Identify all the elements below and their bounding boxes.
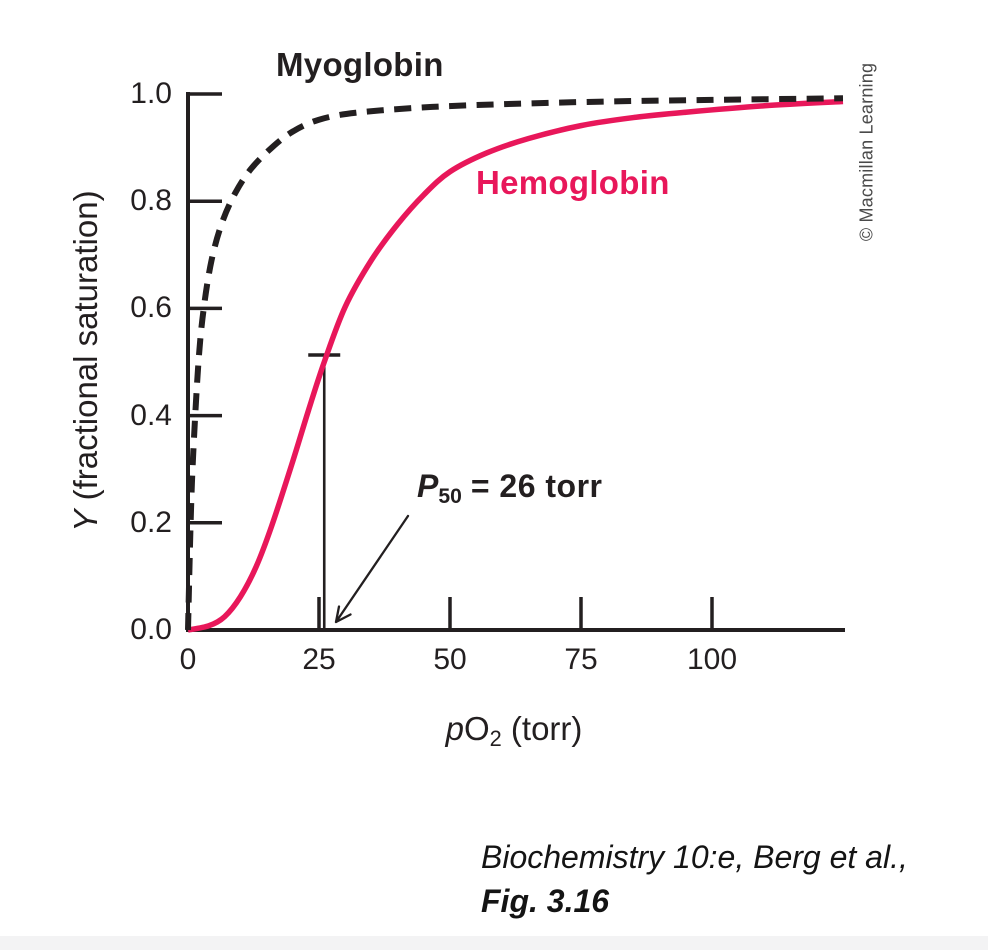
x-tick-label: 75: [564, 643, 598, 676]
p50-value: = 26 torr: [470, 468, 603, 504]
y-tick-label: 0.2: [130, 505, 172, 539]
hemoglobin-curve: [187, 98, 844, 633]
myoglobin-curve-label: Myoglobin: [276, 46, 444, 83]
y-tick-label: 0.8: [130, 184, 172, 218]
x-axis-label-p: p: [445, 710, 464, 747]
x-tick-label: 50: [433, 643, 467, 676]
p50-arrow: [334, 514, 410, 624]
x-tick-label: 25: [302, 643, 336, 676]
p50-annotation-text: P50 = 26 torr: [417, 468, 603, 509]
y-tick-label: 1.0: [130, 77, 172, 110]
y-tick-label: 0.0: [130, 613, 172, 646]
y-tick-label: 0.6: [130, 291, 172, 325]
myoglobin-curve: [185, 95, 844, 631]
citation-source: Biochemistry 10:e, Berg et al.,: [481, 839, 908, 875]
x-tick-label: 0: [179, 643, 197, 676]
x-axis-label-sub: 2: [489, 726, 502, 752]
x-tick-label: 100: [686, 643, 738, 676]
y-axis-label: Y (fractional saturation): [67, 190, 105, 531]
copyright-watermark: © Macmillan Learning: [856, 62, 877, 242]
x-axis-label: pO2 (torr): [446, 710, 583, 752]
x-axis-label-unit: (torr): [501, 710, 583, 747]
y-axis-label-y: Y: [67, 509, 104, 532]
p50-subscript: 50: [438, 484, 462, 508]
y-axis-label-text: (fractional saturation): [67, 190, 104, 510]
bottom-strip: [0, 936, 988, 950]
p50-symbol: P: [417, 468, 439, 504]
hemoglobin-curve-label: Hemoglobin: [476, 164, 670, 201]
citation-figure-number: Fig. 3.16: [481, 883, 610, 919]
x-axis-label-o: O: [463, 710, 490, 747]
y-tick-label: 0.4: [130, 398, 172, 432]
citation: Biochemistry 10:e, Berg et al., Fig. 3.1…: [481, 841, 908, 918]
